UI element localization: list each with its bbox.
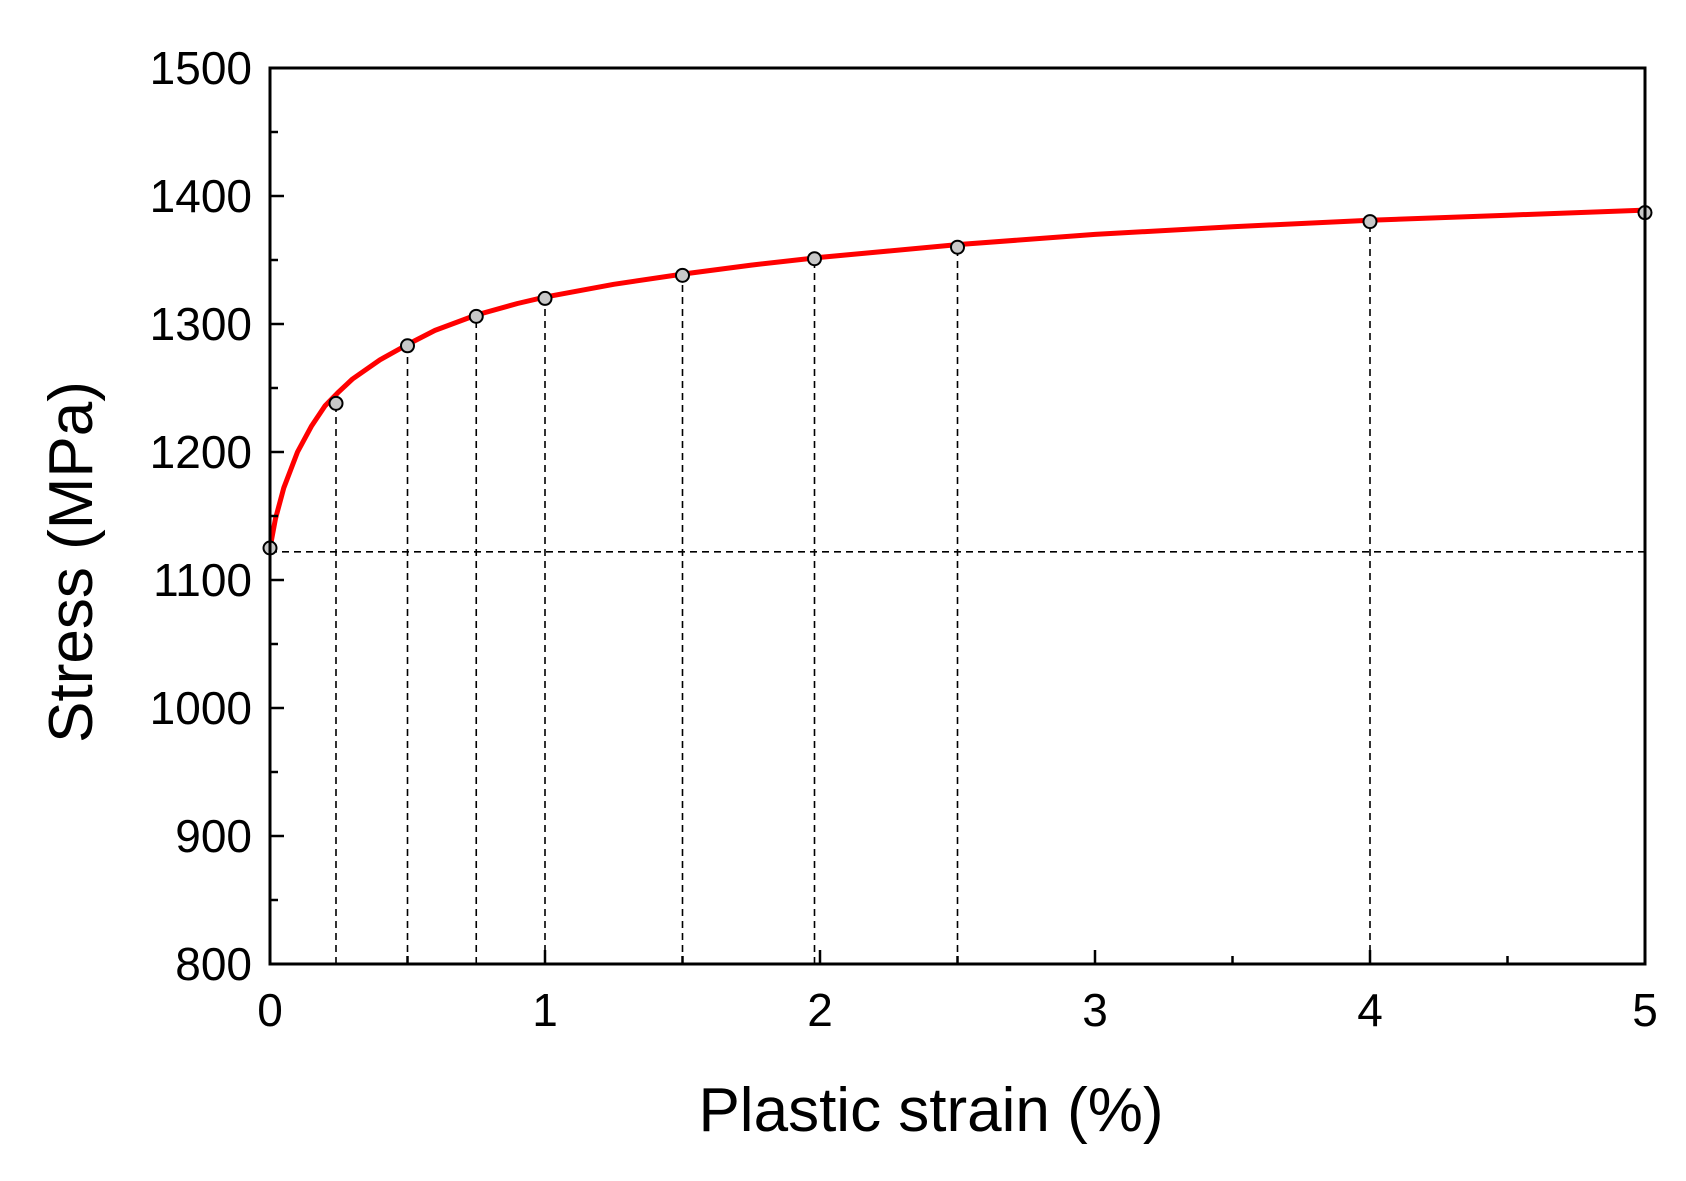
data-point-marker xyxy=(1362,214,1378,230)
data-point-marker xyxy=(537,290,553,306)
data-point-marker xyxy=(675,267,690,283)
curve-layer xyxy=(267,207,1648,551)
guide-lines xyxy=(270,221,1645,964)
x-tick-label: 4 xyxy=(1357,984,1383,1036)
data-point-marker xyxy=(400,338,415,354)
y-tick-label: 1200 xyxy=(150,426,252,478)
x-axis-title: Plastic strain (%) xyxy=(698,1076,1163,1145)
y-tick-label: 1100 xyxy=(153,554,252,606)
data-point-marker xyxy=(807,251,822,267)
data-point-marker xyxy=(328,395,344,411)
axes: 0 1 2 3 4 5 800 900 1000 1100 1200 1300 1400 1500 xyxy=(150,42,1658,1036)
x-tick-label: 5 xyxy=(1632,984,1658,1036)
y-tick-label: 900 xyxy=(175,810,252,862)
y-tick-label: 1300 xyxy=(150,298,252,350)
y-tick-label: 1500 xyxy=(150,42,252,94)
x-tick-label: 2 xyxy=(807,984,833,1036)
y-tick-label: 800 xyxy=(175,938,252,990)
y-axis-title: Stress (MPa) xyxy=(37,381,106,743)
y-tick-label: 1400 xyxy=(150,170,252,222)
x-tick-label: 0 xyxy=(257,984,283,1036)
stress-strain-curve xyxy=(267,207,1648,551)
data-point-marker xyxy=(468,308,484,324)
x-tick-label: 1 xyxy=(532,984,558,1036)
y-tick-label: 1000 xyxy=(150,682,252,734)
data-point-marker xyxy=(950,239,965,255)
x-tick-label: 3 xyxy=(1082,984,1108,1036)
